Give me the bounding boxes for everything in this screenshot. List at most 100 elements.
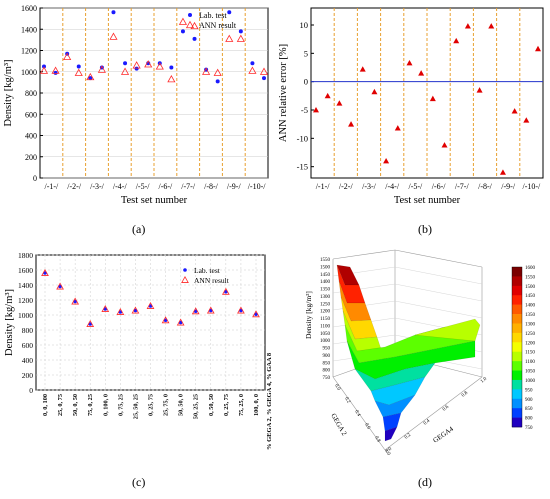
- x-tick-label: 75, 0, 25: [87, 394, 94, 416]
- ann-point: [225, 34, 234, 42]
- z-tick-label: 1300: [320, 295, 331, 300]
- colorbar-label: 750: [525, 426, 533, 431]
- z-tick-label: 900: [323, 354, 331, 359]
- y-tick-label: 5: [304, 48, 308, 58]
- error-point: [418, 70, 425, 76]
- error-point: [535, 45, 541, 52]
- error-point: [324, 92, 331, 99]
- y-tick-label: 200: [25, 153, 37, 162]
- z-tick-label: 1400: [320, 280, 331, 285]
- surface-patch: [374, 394, 416, 418]
- y-tick-label: 800: [25, 89, 37, 98]
- ann-point: [109, 32, 118, 40]
- error-point: [371, 88, 378, 95]
- x-tick-label: /-2-/: [67, 182, 82, 191]
- x-tick-label: /-3-/: [362, 182, 377, 191]
- ann-point: [116, 307, 125, 315]
- y-tick-label: 0.6: [442, 404, 450, 412]
- colorbar-swatch: [512, 323, 522, 334]
- colorbar-swatch: [512, 398, 522, 409]
- z-tick-label: 1000: [320, 339, 331, 344]
- colorbar-swatch: [512, 332, 522, 343]
- ann-point: [237, 306, 245, 314]
- x-tick-label: /-1-/: [45, 182, 60, 191]
- lab-point: [262, 76, 266, 81]
- z-tick-label: 1250: [320, 302, 331, 307]
- lab-point: [238, 29, 243, 34]
- lab-point: [250, 61, 255, 66]
- x-tick-label: 25, 50, 25: [132, 394, 139, 419]
- ann-point: [56, 282, 64, 290]
- colorbar-label: 900: [525, 398, 533, 403]
- x-tick-label: 0.8: [373, 436, 381, 444]
- y-tick-label: 1400: [18, 281, 33, 290]
- error-point: [523, 117, 530, 123]
- z-tick-label: 1200: [320, 310, 331, 315]
- y-tick-label: 0: [33, 174, 37, 183]
- colorbar-label: 1050: [525, 370, 536, 375]
- axis-box-line: [332, 376, 386, 451]
- error-point: [499, 169, 506, 175]
- surface-patch: [384, 426, 398, 442]
- error-point: [359, 66, 366, 72]
- z-tick-label: 800: [323, 369, 331, 374]
- y-tick-label: -5: [301, 105, 308, 115]
- colorbar-label: 950: [525, 388, 533, 393]
- colorbar-swatch: [512, 304, 522, 315]
- y-tick-label: 0: [29, 386, 33, 395]
- lab-point: [227, 10, 232, 15]
- x-tick-label: /-9-/: [501, 182, 516, 191]
- lab-point: [123, 61, 128, 66]
- colorbar-swatch: [512, 276, 522, 287]
- ann-point: [63, 52, 72, 60]
- x-tick-label: 50, 50, 0: [178, 394, 185, 416]
- x-tick-label: /-3-/: [90, 182, 105, 191]
- ann-point: [39, 66, 49, 74]
- ann-point: [86, 319, 95, 327]
- y-tick-label: 400: [22, 356, 34, 365]
- x-tick-label: /-4-/: [113, 182, 128, 191]
- ann-point: [41, 268, 49, 276]
- wall-grid: [394, 283, 483, 302]
- x-tick-label: 0, 0, 100: [42, 394, 49, 416]
- ann-point: [176, 318, 185, 326]
- ann-point: [146, 301, 155, 309]
- y-tick-label: 1200: [21, 47, 37, 56]
- ann-point: [144, 60, 153, 68]
- y-tick-label: 0.0: [385, 446, 393, 454]
- colorbar-swatch: [512, 370, 522, 381]
- ann-point: [167, 74, 176, 83]
- colorbar-label: 1300: [525, 322, 536, 327]
- chart-c: 0 200 400 600 800 1000 1200 1400 1600 1800 0, 0, 1…: [4, 251, 273, 450]
- lab-point: [88, 76, 93, 81]
- ann-point: [97, 65, 106, 73]
- y-axis-label: Density [kg/m³]: [4, 289, 15, 356]
- colorbar-label: 1550: [525, 275, 536, 280]
- y-tick-label: 0.4: [423, 418, 431, 426]
- error-point: [488, 23, 495, 29]
- colorbar-frame: [511, 266, 523, 428]
- y-tick-label: 200: [22, 371, 34, 380]
- ann-point: [51, 66, 60, 74]
- colorbar-label: 1400: [525, 304, 536, 309]
- colorbar-swatch: [512, 285, 522, 296]
- y-tick-label: 0: [304, 77, 308, 87]
- colorbar-swatch: [512, 267, 522, 277]
- x-tick-label: 0, 75, 25: [117, 394, 124, 416]
- x-tick-label: /-10-/: [248, 182, 267, 191]
- x-tick-label: 0.4: [353, 410, 361, 418]
- legend-ann-label: ANN result: [194, 276, 230, 285]
- x-tick-label: /-6-/: [432, 182, 447, 191]
- panel-label-c: (c): [132, 475, 146, 489]
- legend-lab-marker: [183, 268, 187, 272]
- x-tick-label: /-8-/: [478, 182, 493, 191]
- x-tick-label: 50, 0, 50: [72, 394, 79, 416]
- x-tick-label: 0, 25, 75: [223, 394, 230, 416]
- error-point: [348, 121, 355, 127]
- x-tick-label: /-6-/: [159, 182, 174, 191]
- x-tick-label: /-5-/: [136, 182, 151, 191]
- z-tick-label: 750: [323, 376, 331, 381]
- x-tick-label: 25, 0, 75: [57, 394, 64, 416]
- z-tick-label: 1500: [320, 265, 331, 270]
- x-axis-label: GEGA 2: [329, 412, 348, 437]
